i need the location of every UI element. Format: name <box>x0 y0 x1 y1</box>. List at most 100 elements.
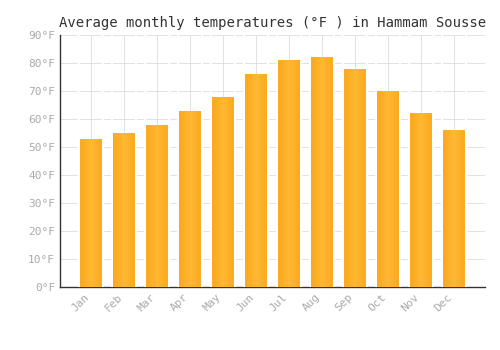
Bar <box>126 133 128 287</box>
Bar <box>325 57 326 287</box>
Bar <box>246 74 248 287</box>
Bar <box>344 69 346 287</box>
Bar <box>464 130 465 287</box>
Bar <box>318 57 319 287</box>
Bar <box>424 113 425 287</box>
Bar <box>256 74 257 287</box>
Bar <box>264 74 266 287</box>
Bar <box>116 133 117 287</box>
Bar <box>362 69 363 287</box>
Bar <box>194 111 195 287</box>
Bar <box>312 57 313 287</box>
Bar <box>120 133 121 287</box>
Bar <box>168 125 169 287</box>
Bar <box>317 57 318 287</box>
Bar <box>396 91 398 287</box>
Bar <box>192 111 193 287</box>
Bar <box>444 130 445 287</box>
Bar <box>201 111 202 287</box>
Bar <box>281 60 282 287</box>
Bar <box>454 130 456 287</box>
Bar <box>96 139 98 287</box>
Bar <box>395 91 396 287</box>
Bar <box>114 133 116 287</box>
Bar <box>190 111 191 287</box>
Bar <box>365 69 366 287</box>
Bar <box>244 74 245 287</box>
Bar <box>154 125 156 287</box>
Bar <box>146 125 147 287</box>
Bar <box>86 139 87 287</box>
Bar <box>197 111 198 287</box>
Bar <box>153 125 154 287</box>
Bar <box>88 139 89 287</box>
Bar <box>258 74 259 287</box>
Bar <box>253 74 254 287</box>
Bar <box>319 57 320 287</box>
Bar <box>179 111 180 287</box>
Bar <box>386 91 387 287</box>
Bar <box>452 130 453 287</box>
Bar <box>254 74 255 287</box>
Bar <box>215 97 216 287</box>
Bar <box>462 130 464 287</box>
Bar <box>398 91 399 287</box>
Bar <box>280 60 281 287</box>
Bar <box>263 74 264 287</box>
Bar <box>429 113 430 287</box>
Bar <box>322 57 324 287</box>
Bar <box>316 57 317 287</box>
Bar <box>125 133 126 287</box>
Bar <box>332 57 333 287</box>
Bar <box>293 60 294 287</box>
Bar <box>410 113 412 287</box>
Bar <box>80 139 81 287</box>
Bar <box>277 60 278 287</box>
Bar <box>366 69 367 287</box>
Bar <box>252 74 253 287</box>
Bar <box>182 111 183 287</box>
Bar <box>129 133 130 287</box>
Bar <box>351 69 352 287</box>
Bar <box>94 139 95 287</box>
Bar <box>188 111 190 287</box>
Bar <box>81 139 82 287</box>
Bar <box>219 97 220 287</box>
Bar <box>257 74 258 287</box>
Bar <box>431 113 432 287</box>
Bar <box>383 91 384 287</box>
Bar <box>98 139 99 287</box>
Bar <box>133 133 134 287</box>
Bar <box>267 74 268 287</box>
Bar <box>211 97 212 287</box>
Bar <box>290 60 292 287</box>
Bar <box>184 111 186 287</box>
Bar <box>387 91 388 287</box>
Bar <box>392 91 394 287</box>
Bar <box>320 57 321 287</box>
Bar <box>346 69 347 287</box>
Bar <box>195 111 196 287</box>
Bar <box>382 91 383 287</box>
Bar <box>82 139 84 287</box>
Bar <box>430 113 431 287</box>
Bar <box>249 74 250 287</box>
Bar <box>187 111 188 287</box>
Bar <box>442 130 444 287</box>
Bar <box>314 57 315 287</box>
Bar <box>164 125 165 287</box>
Bar <box>231 97 232 287</box>
Bar <box>262 74 263 287</box>
Bar <box>457 130 458 287</box>
Bar <box>394 91 395 287</box>
Bar <box>300 60 301 287</box>
Bar <box>165 125 166 287</box>
Bar <box>149 125 150 287</box>
Bar <box>414 113 416 287</box>
Bar <box>132 133 133 287</box>
Bar <box>93 139 94 287</box>
Bar <box>160 125 161 287</box>
Bar <box>409 113 410 287</box>
Bar <box>152 125 153 287</box>
Bar <box>147 125 148 287</box>
